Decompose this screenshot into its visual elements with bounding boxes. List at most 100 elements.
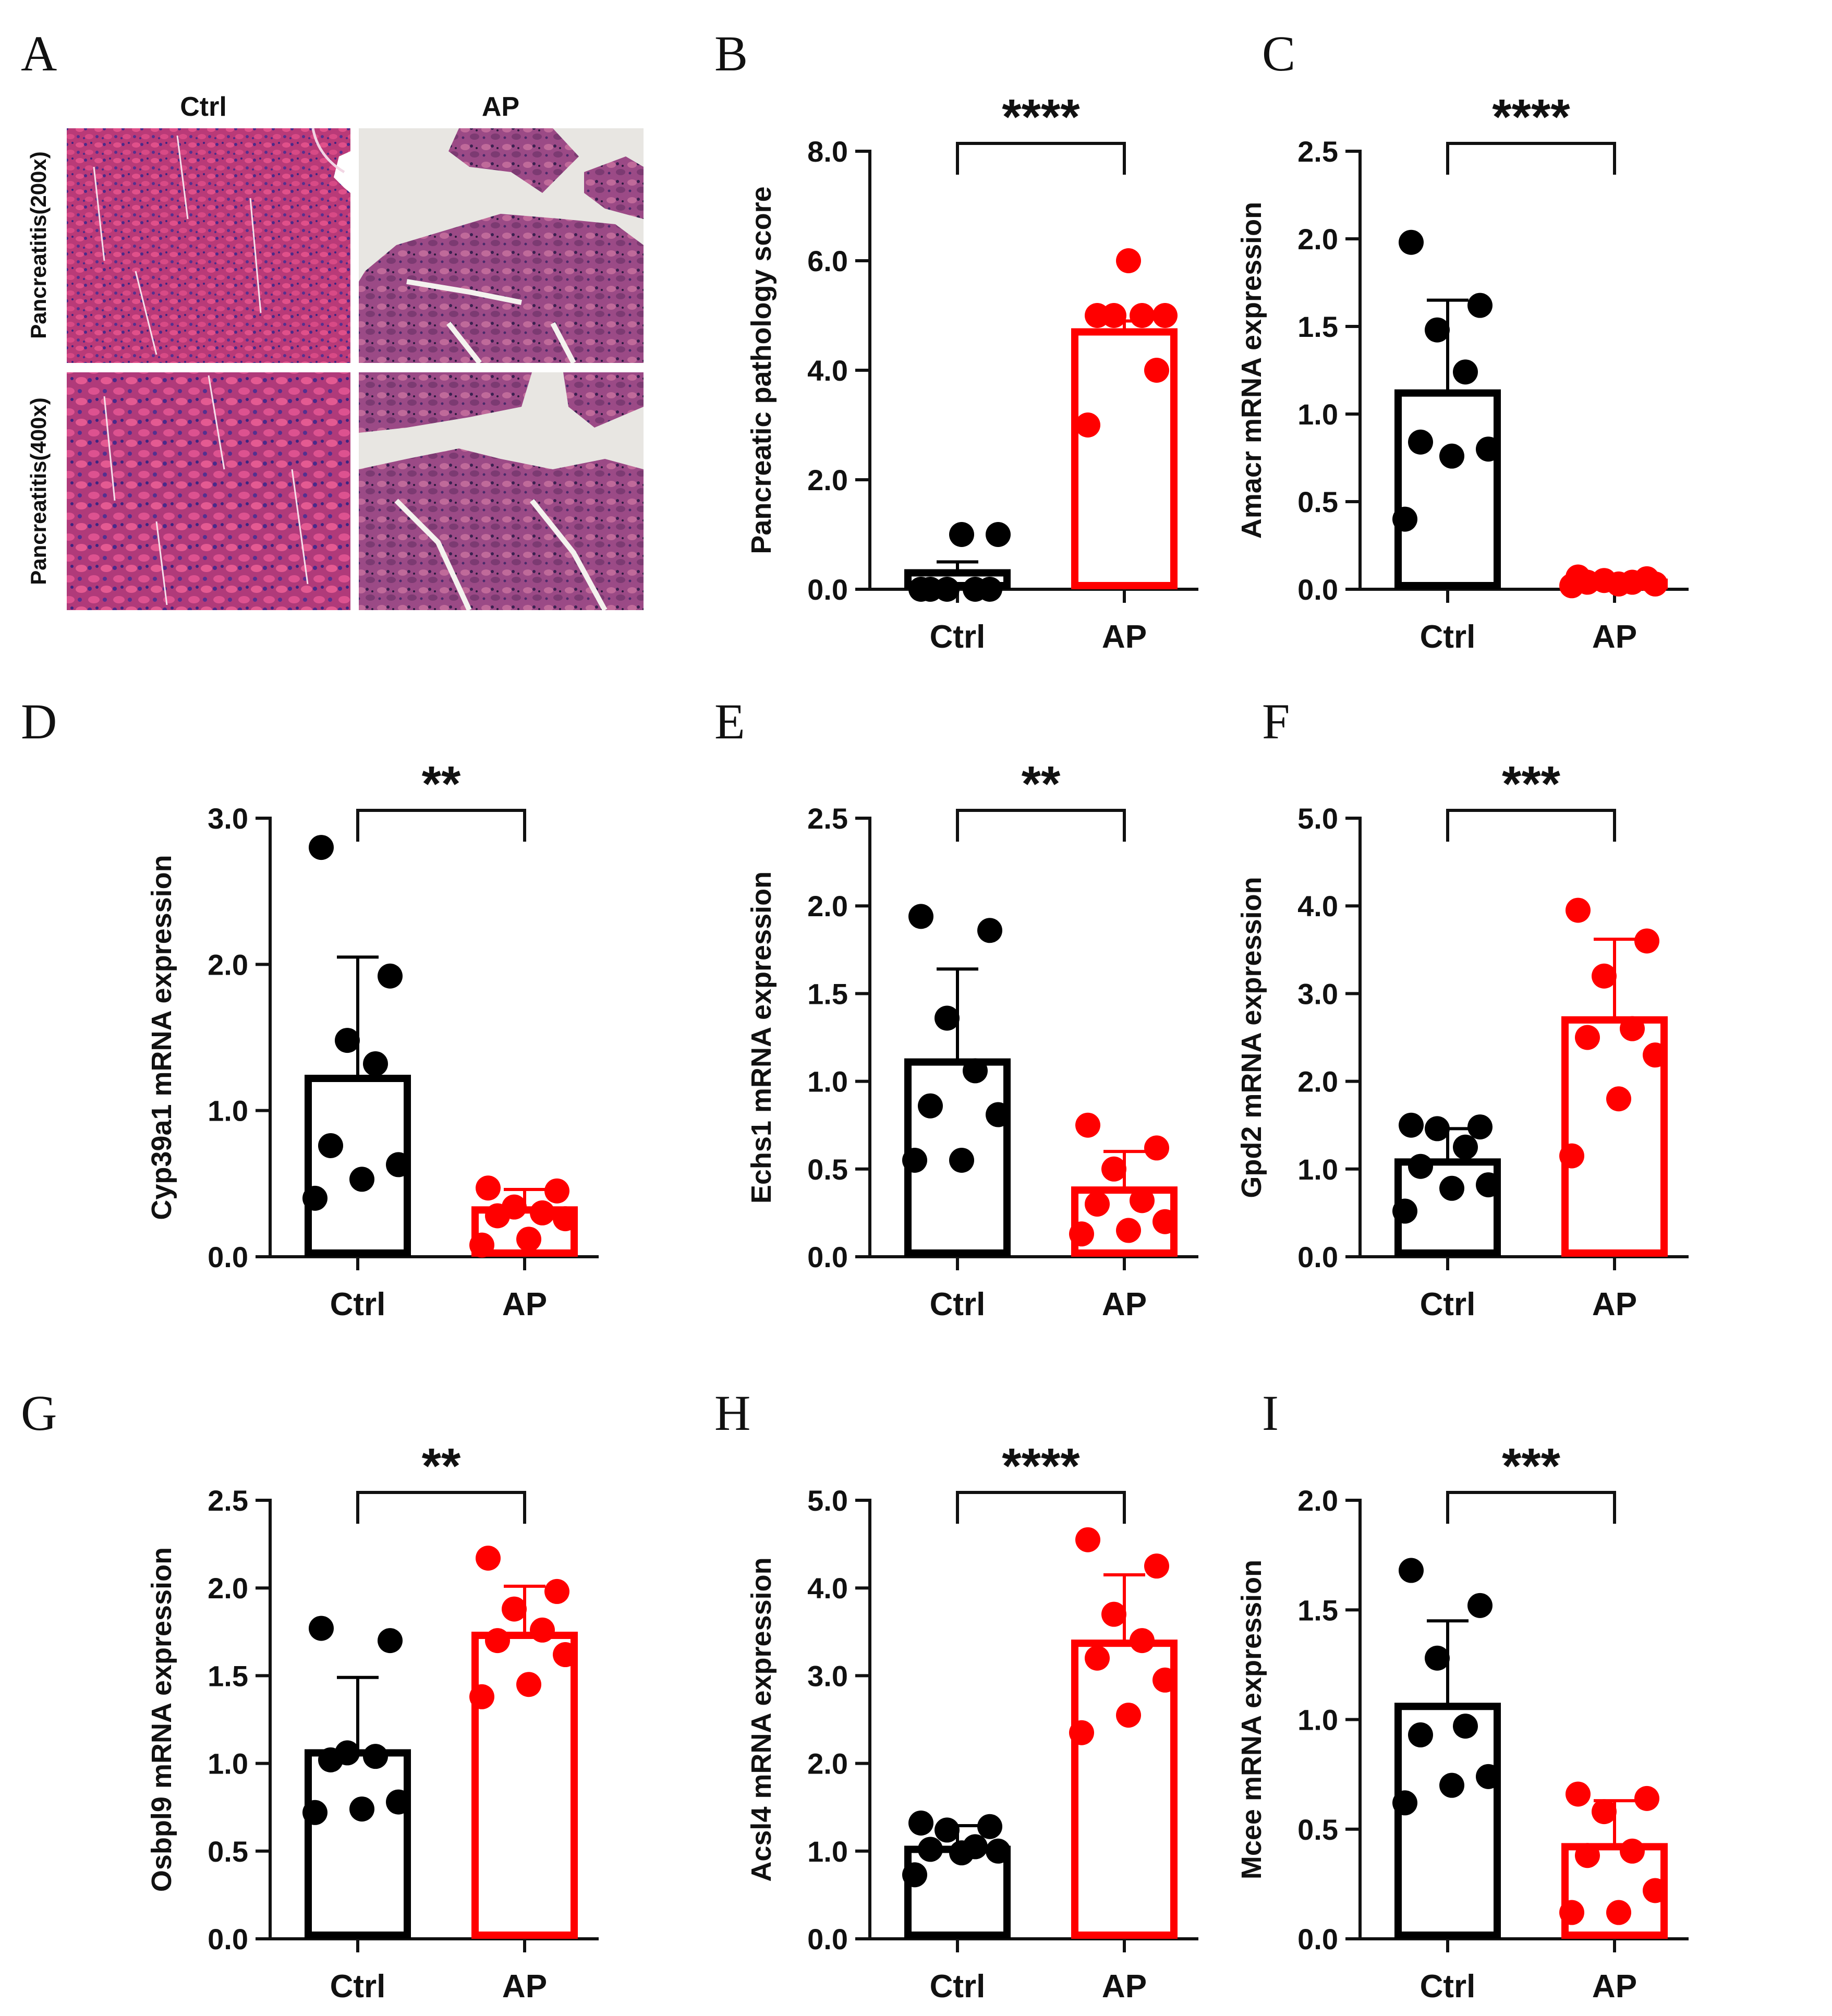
histology-image-ctrl-200x — [67, 128, 350, 363]
y-tick-label: 8.0 — [807, 135, 848, 168]
panel-letter-e: E — [714, 694, 745, 749]
category-label-ctrl: Ctrl — [930, 1969, 986, 2005]
bar-ctrl — [1394, 389, 1501, 589]
y-tick-label: 1.5 — [1297, 310, 1338, 343]
data-point-ap — [1152, 303, 1178, 328]
column-title-ctrl: Ctrl — [180, 92, 227, 122]
data-point-ap — [1130, 303, 1155, 328]
data-point-ctrl — [1392, 1790, 1417, 1816]
data-point-ctrl — [1408, 1722, 1433, 1747]
data-point-ctrl — [386, 1152, 411, 1177]
y-tick-label: 2.0 — [1297, 223, 1338, 256]
column-title-ap: AP — [482, 92, 519, 122]
significance-label: ** — [422, 756, 461, 812]
data-point-ctrl — [977, 918, 1002, 943]
category-label-ctrl: Ctrl — [1420, 1969, 1476, 2005]
data-point-ap — [1566, 1781, 1591, 1807]
data-point-ap — [1566, 897, 1591, 923]
panel-letter-i: I — [1262, 1385, 1279, 1441]
data-point-ap — [1606, 571, 1631, 597]
y-tick-label: 2.5 — [208, 1484, 248, 1517]
data-point-ctrl — [309, 1616, 334, 1641]
y-axis-title: Pancreatic pathology score — [746, 186, 777, 554]
data-point-ctrl — [1476, 1764, 1501, 1789]
y-tick-label: 5.0 — [807, 1484, 848, 1517]
data-point-ap — [544, 1578, 569, 1604]
data-point-ctrl — [363, 1744, 388, 1769]
data-point-ap — [1559, 573, 1584, 599]
y-tick-label: 2.5 — [807, 802, 848, 835]
y-tick-label: 0.5 — [208, 1835, 248, 1868]
data-point-ctrl — [349, 1167, 374, 1192]
category-label-ctrl: Ctrl — [1420, 1286, 1476, 1322]
data-point-ap — [1575, 1025, 1600, 1050]
y-axis-title: Osbpl9 mRNA expression — [146, 1547, 177, 1892]
data-point-ctrl — [349, 1796, 374, 1822]
data-point-ctrl — [935, 1005, 960, 1031]
data-point-ap — [1130, 1188, 1155, 1213]
data-point-ctrl — [1399, 1112, 1424, 1138]
data-point-ap — [1085, 303, 1110, 328]
category-label-ap: AP — [1592, 1969, 1637, 2005]
data-point-ap — [1634, 928, 1659, 954]
data-point-ap — [469, 1232, 494, 1258]
data-point-ctrl — [363, 1051, 388, 1076]
data-point-ctrl — [378, 963, 403, 989]
data-point-ap — [1130, 1628, 1155, 1654]
y-axis-title: Mcee mRNA expression — [1236, 1560, 1267, 1879]
data-point-ctrl — [1439, 1772, 1464, 1798]
y-tick-label: 1.0 — [1297, 398, 1338, 431]
significance-label: *** — [1502, 756, 1561, 812]
histology-image-ap-200x — [359, 128, 644, 363]
data-point-ap — [553, 1642, 578, 1668]
y-tick-label: 2.0 — [807, 890, 848, 922]
y-tick-label: 1.5 — [807, 977, 848, 1010]
panel-letter-c: C — [1262, 26, 1295, 81]
category-label-ctrl: Ctrl — [1420, 619, 1476, 655]
data-point-ap — [1592, 963, 1617, 989]
y-tick-label: 2.0 — [208, 948, 248, 981]
y-axis-title: Cyp39a1 mRNA expression — [146, 855, 177, 1220]
significance-label: **** — [1002, 89, 1080, 145]
y-axis-title: Amacr mRNA expression — [1236, 202, 1267, 539]
data-point-ap — [1620, 1016, 1645, 1041]
data-point-ctrl — [902, 1862, 927, 1888]
category-label-ap: AP — [1102, 619, 1147, 655]
data-point-ctrl — [918, 1837, 943, 1862]
data-point-ap — [476, 1546, 501, 1571]
data-point-ctrl — [1425, 1116, 1450, 1141]
data-point-ap — [1116, 248, 1141, 273]
y-tick-label: 6.0 — [807, 245, 848, 277]
data-point-ctrl — [963, 1058, 988, 1084]
category-label-ctrl: Ctrl — [930, 1286, 986, 1322]
y-tick-label: 2.0 — [807, 464, 848, 496]
y-tick-label: 1.0 — [807, 1835, 848, 1868]
data-point-ctrl — [318, 1133, 343, 1158]
data-point-ap — [1643, 1042, 1668, 1068]
y-tick-label: 0.0 — [1297, 1241, 1338, 1273]
y-tick-label: 0.0 — [807, 1923, 848, 1956]
data-point-ctrl — [1425, 317, 1450, 343]
panel-letter-d: D — [21, 694, 57, 749]
data-point-ap — [1144, 1135, 1169, 1161]
data-point-ap — [1643, 1878, 1668, 1903]
data-point-ap — [516, 1226, 541, 1252]
y-tick-label: 0.5 — [1297, 485, 1338, 518]
panel-letter-g: G — [21, 1385, 57, 1441]
data-point-ctrl — [318, 1747, 343, 1772]
y-tick-label: 2.5 — [1297, 135, 1338, 168]
y-tick-label: 3.0 — [807, 1659, 848, 1692]
data-point-ctrl — [902, 1147, 927, 1173]
data-point-ap — [1643, 571, 1668, 597]
category-label-ap: AP — [1592, 1286, 1637, 1322]
y-tick-label: 1.0 — [807, 1065, 848, 1098]
y-axis-title: Echs1 mRNA expression — [746, 871, 777, 1204]
data-point-ctrl — [1392, 506, 1417, 532]
significance-bracket — [356, 1491, 526, 1524]
panel-letter-h: H — [714, 1385, 750, 1441]
data-point-ctrl — [1453, 359, 1478, 385]
data-point-ctrl — [335, 1028, 360, 1053]
y-axis-title: Gpd2 mRNA expression — [1236, 877, 1267, 1198]
data-point-ap — [1606, 1900, 1631, 1925]
